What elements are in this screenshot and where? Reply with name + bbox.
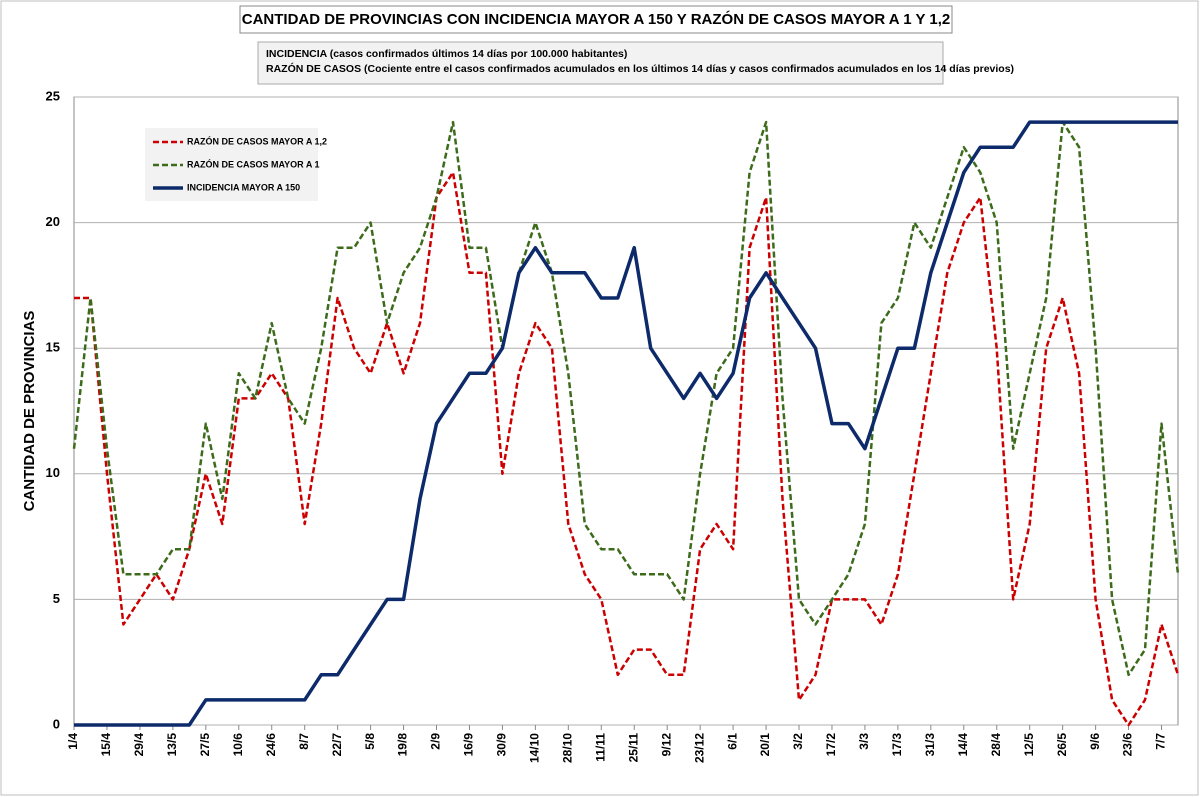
y-tick-label: 20 <box>46 214 60 229</box>
x-tick-label: 25/11 <box>626 733 640 763</box>
series-line <box>74 120 1178 727</box>
x-tick-label: 11/11 <box>593 733 607 762</box>
subtitle-line: RAZÓN DE CASOS (Cociente entre el casos … <box>266 62 1014 75</box>
y-tick-label: 10 <box>46 465 60 480</box>
x-tick-label: 9/12 <box>659 733 673 757</box>
x-tick-label: 20/1 <box>758 733 772 757</box>
x-tick-label: 5/8 <box>363 733 377 750</box>
subtitle-line: INCIDENCIA (casos confirmados últimos 14… <box>266 48 627 60</box>
x-tick-label: 3/2 <box>791 733 805 750</box>
x-tick-label: 27/5 <box>198 733 212 757</box>
x-tick-label: 26/5 <box>1055 733 1069 757</box>
x-tick-label: 7/7 <box>1154 733 1168 750</box>
chart-title: CANTIDAD DE PROVINCIAS CON INCIDENCIA MA… <box>242 10 950 28</box>
y-tick-label: 0 <box>53 716 60 731</box>
y-tick-label: 25 <box>46 88 60 103</box>
x-tick-label: 6/1 <box>725 733 739 750</box>
x-tick-label: 14/4 <box>956 733 970 757</box>
x-tick-label: 13/5 <box>165 733 179 757</box>
x-tick-label: 22/7 <box>330 733 344 757</box>
x-tick-label: 12/5 <box>1022 733 1036 757</box>
x-tick-label: 28/4 <box>989 733 1003 757</box>
x-tick-label: 8/7 <box>297 733 311 750</box>
series-line <box>74 171 1180 727</box>
plot-area <box>73 96 1179 726</box>
series-line <box>72 120 1180 677</box>
x-tick-label: 29/4 <box>132 733 146 757</box>
legend-label: RAZÓN DE CASOS MAYOR A 1,2 <box>187 135 327 146</box>
y-tick-label: 15 <box>46 340 60 355</box>
x-tick-label: 23/6 <box>1121 733 1135 757</box>
x-tick-label: 17/2 <box>824 733 838 757</box>
x-tick-label: 15/4 <box>99 733 113 757</box>
x-tick-label: 3/3 <box>857 733 871 750</box>
legend-label: INCIDENCIA MAYOR A 150 <box>187 182 300 192</box>
x-tick-label: 9/6 <box>1088 733 1102 750</box>
x-tick-label: 31/3 <box>923 733 937 757</box>
x-tick-label: 2/9 <box>429 733 443 750</box>
y-tick-label: 5 <box>53 591 60 606</box>
x-tick-label: 28/10 <box>561 733 575 763</box>
x-tick-label: 10/6 <box>231 733 245 757</box>
x-tick-label: 17/3 <box>890 733 904 757</box>
x-tick-label: 1/4 <box>66 733 80 750</box>
x-tick-label: 23/12 <box>692 733 706 763</box>
x-tick-label: 24/6 <box>264 733 278 757</box>
y-axis-label: CANTIDAD DE PROVINCIAS <box>21 311 38 512</box>
x-tick-label: 16/9 <box>462 733 476 757</box>
x-tick-label: 14/10 <box>528 733 542 763</box>
x-tick-label: 30/9 <box>495 733 509 757</box>
legend-label: RAZÓN DE CASOS MAYOR A 1 <box>187 158 320 169</box>
subtitle-box <box>257 41 944 85</box>
title-box <box>239 5 953 34</box>
x-tick-label: 19/8 <box>396 733 410 757</box>
